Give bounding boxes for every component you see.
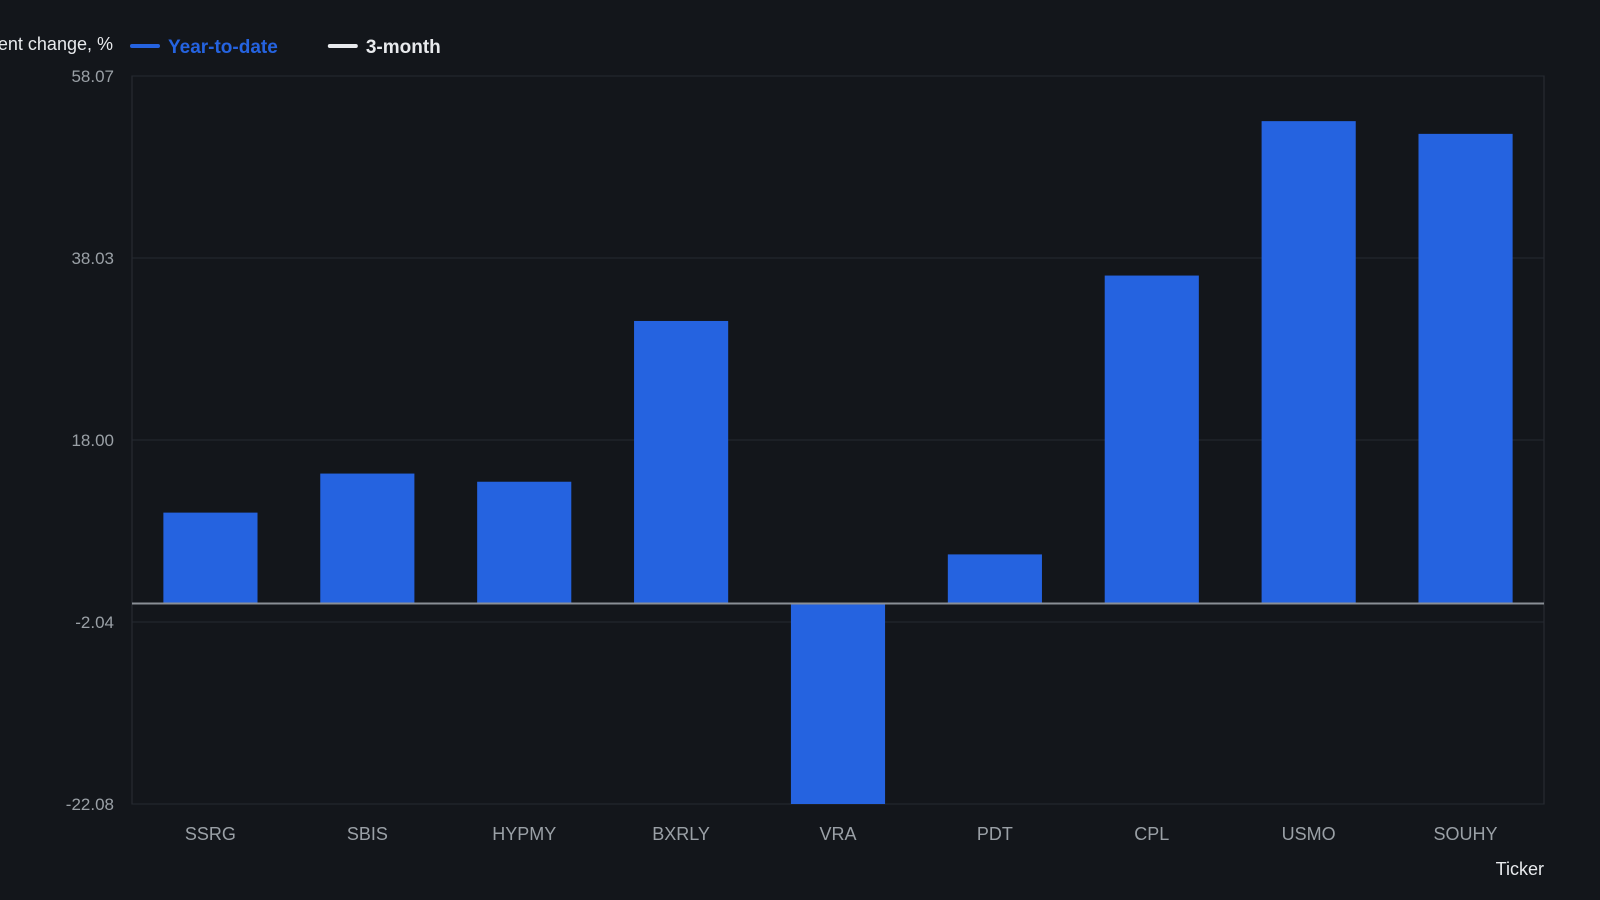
bar-pdt bbox=[947, 554, 1042, 604]
bar-bxrly bbox=[634, 320, 729, 604]
bar-hypmy bbox=[477, 481, 572, 604]
bar-souhy bbox=[1418, 133, 1513, 604]
y-tick-label: 18.00 bbox=[71, 431, 114, 450]
y-tick-label: -2.04 bbox=[75, 613, 114, 632]
bar-sbis bbox=[320, 473, 415, 604]
x-tick-label: SBIS bbox=[347, 824, 388, 844]
x-tick-label: BXRLY bbox=[652, 824, 710, 844]
bar-usmo bbox=[1261, 121, 1356, 604]
bars bbox=[163, 121, 1513, 804]
x-tick-label: SOUHY bbox=[1434, 824, 1498, 844]
x-tick-label: VRA bbox=[819, 824, 856, 844]
legend-swatch bbox=[327, 44, 358, 48]
x-tick-label: SSRG bbox=[185, 824, 236, 844]
x-tick-label: CPL bbox=[1134, 824, 1169, 844]
legend-label: 3-month bbox=[366, 37, 441, 58]
x-tick-label: USMO bbox=[1282, 824, 1336, 844]
bar-ssrg bbox=[163, 512, 258, 604]
x-axis-ticks: SSRG SBIS HYPMY BXRLY VRA PDT CPL USMO SOUHY bbox=[185, 824, 1498, 844]
y-tick-label: 38.03 bbox=[71, 249, 114, 268]
y-axis-title: Percent change, % bbox=[0, 34, 113, 54]
legend-swatch bbox=[130, 44, 160, 48]
legend: Percent change, % Year-to-date 3-month bbox=[0, 34, 441, 58]
x-tick-label: HYPMY bbox=[492, 824, 556, 844]
y-tick-label: 58.07 bbox=[71, 67, 114, 86]
legend-label: Year-to-date bbox=[168, 37, 278, 58]
x-tick-label: PDT bbox=[977, 824, 1013, 844]
y-axis-ticks: 58.07 38.03 18.00 -2.04 -22.08 bbox=[66, 67, 114, 814]
x-axis-title: Ticker bbox=[1496, 859, 1544, 879]
y-tick-label: -22.08 bbox=[66, 795, 114, 814]
bar-vra bbox=[790, 603, 886, 804]
bar-cpl bbox=[1104, 275, 1199, 604]
